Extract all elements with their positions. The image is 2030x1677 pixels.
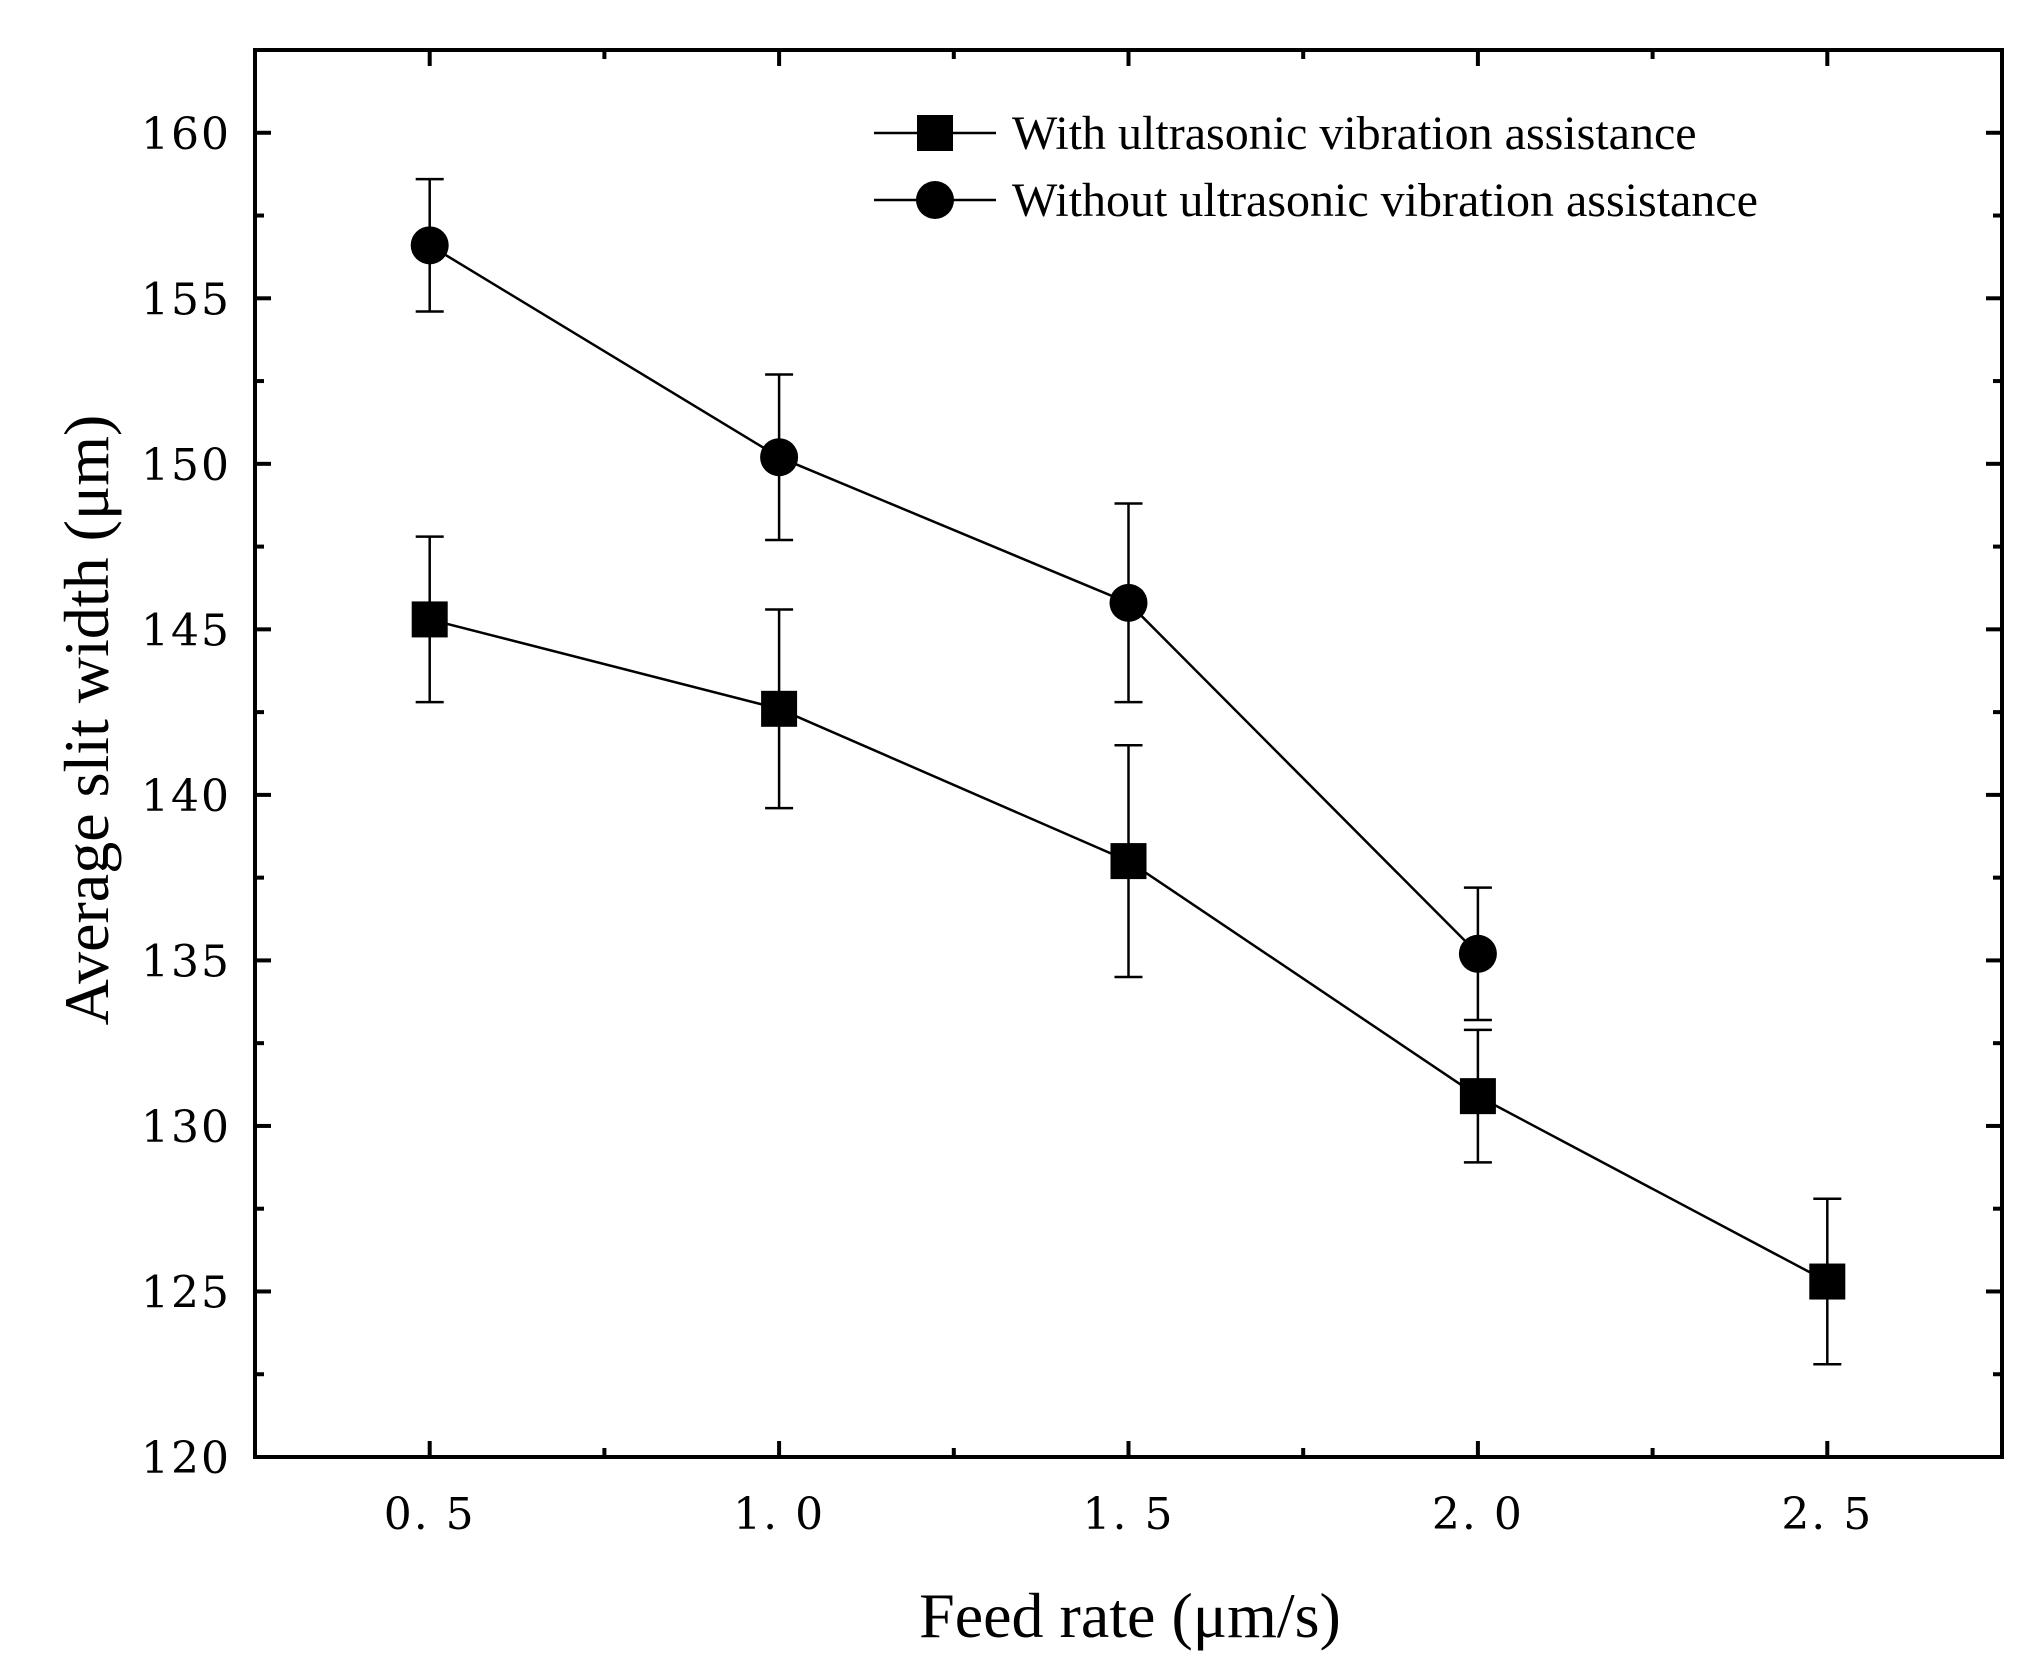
y-tick-label: 155 [141, 274, 231, 325]
square-marker [1809, 1263, 1846, 1300]
y-tick-label: 130 [141, 1102, 231, 1153]
square-marker [1110, 843, 1147, 880]
legend: With ultrasonic vibration assistance With… [874, 107, 1758, 227]
y-axis-title: Average slit width (μm) [51, 415, 122, 1026]
series-without-ultrasonic [410, 177, 1497, 1022]
legend-circle-marker [916, 181, 954, 219]
plot-layer [410, 177, 1846, 1366]
y-tick-label: 125 [141, 1267, 231, 1318]
series-with-ultrasonic [411, 535, 1846, 1366]
legend-label: Without ultrasonic vibration assistance [1012, 174, 1758, 227]
y-tick-label: 120 [141, 1433, 231, 1484]
y-tick-label: 150 [141, 440, 231, 491]
legend-square-marker [917, 115, 953, 151]
circle-marker [760, 438, 799, 477]
x-tick-label: 1. 0 [733, 1489, 825, 1540]
x-tick-label: 2. 0 [1432, 1489, 1524, 1540]
y-tick-label: 145 [141, 605, 231, 656]
y-tick-label: 160 [141, 109, 231, 160]
square-marker [761, 690, 798, 727]
x-axis-title: Feed rate (μm/s) [919, 1580, 1341, 1651]
axes-layer: 0. 5 1. 0 1. 5 2. 0 2. 5 120 125 130 135 140 145 15… [141, 48, 2004, 1540]
legend-item: With ultrasonic vibration assistance [874, 107, 1697, 160]
y-tick-label: 135 [141, 936, 231, 987]
circle-marker [410, 226, 449, 265]
legend-label: With ultrasonic vibration assistance [1012, 107, 1697, 160]
square-marker [411, 601, 448, 638]
y-tick-label: 140 [141, 771, 231, 822]
x-tick-label: 1. 5 [1083, 1489, 1175, 1540]
series-line [429, 244, 1479, 955]
circle-marker [1458, 934, 1497, 973]
x-tick-label: 0. 5 [384, 1489, 476, 1540]
x-tick-label: 2. 5 [1781, 1489, 1873, 1540]
legend-item: Without ultrasonic vibration assistance [874, 174, 1758, 227]
square-marker [1459, 1078, 1496, 1115]
circle-marker [1109, 583, 1148, 622]
